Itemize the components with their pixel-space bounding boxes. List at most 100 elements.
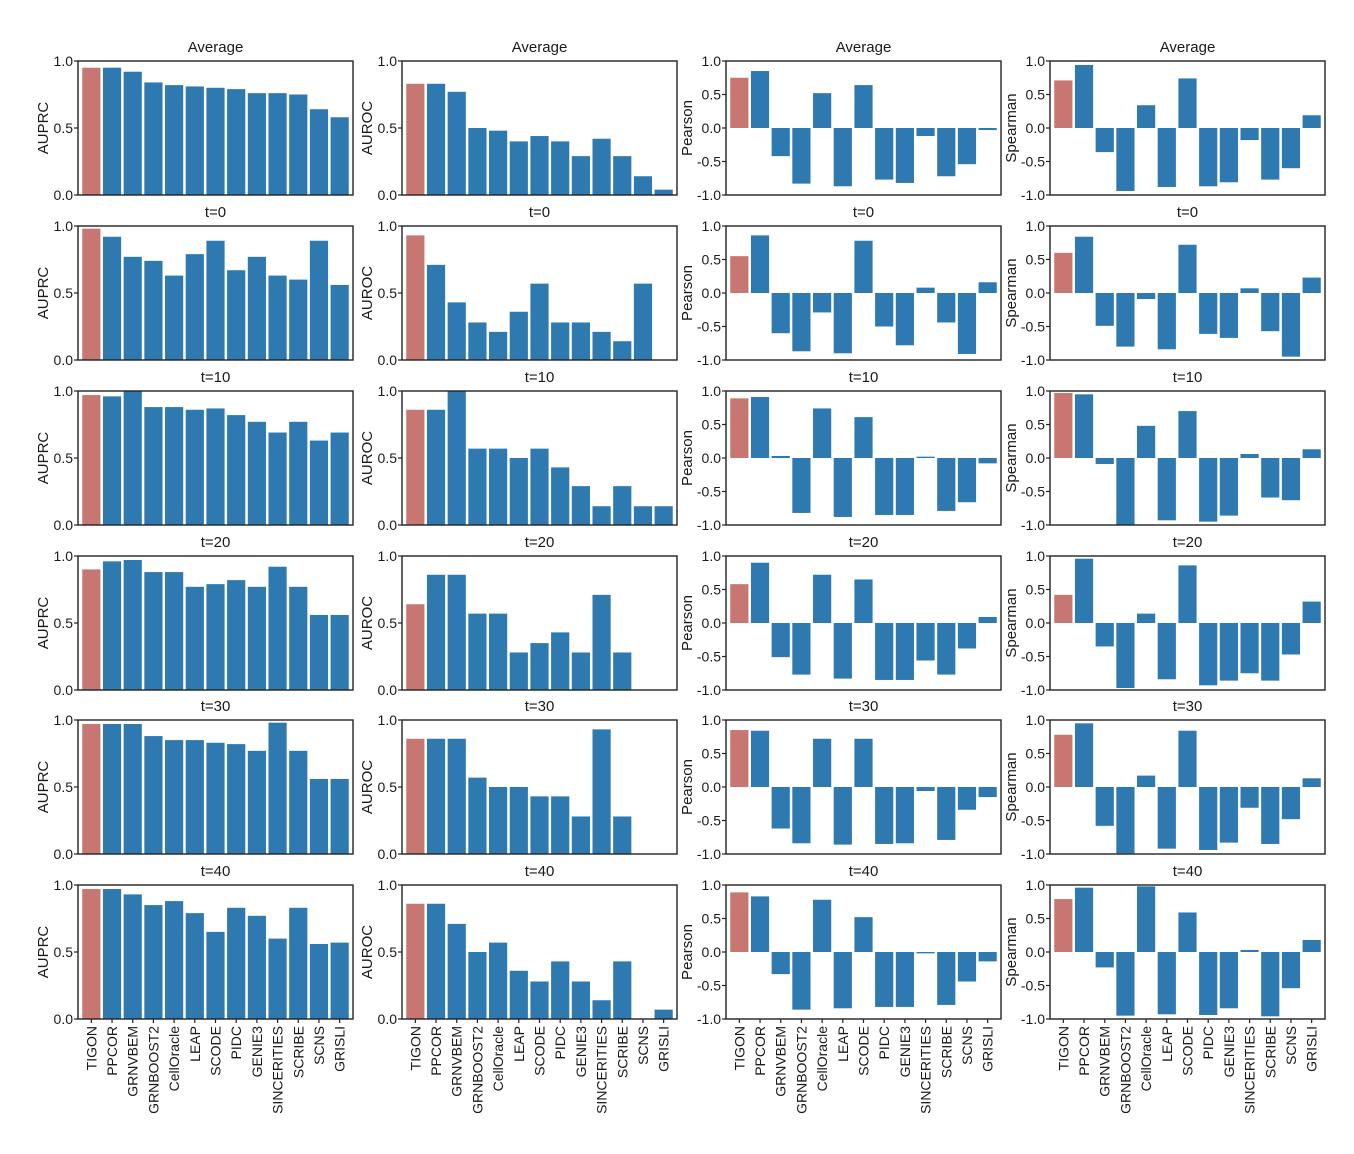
bar-ppcor bbox=[750, 71, 770, 128]
bar-celloracle bbox=[1137, 293, 1156, 300]
y-tick-label: 1.0 bbox=[1026, 218, 1046, 234]
y-axis-label: AUROC bbox=[359, 596, 376, 650]
bar-grnboost2 bbox=[1116, 458, 1135, 525]
bar-scribe bbox=[937, 787, 956, 840]
bar-scode bbox=[854, 917, 873, 952]
bar-tigon bbox=[1054, 734, 1073, 787]
bar-celloracle bbox=[165, 901, 184, 1019]
y-tick-label: 0.5 bbox=[378, 285, 398, 301]
y-tick-label: 0.0 bbox=[702, 615, 722, 631]
panel-title: t=40 bbox=[201, 863, 231, 880]
y-axis-label: Pearson bbox=[679, 100, 696, 156]
bar-grnvbem bbox=[771, 623, 790, 658]
bar-leap bbox=[185, 740, 204, 854]
y-tick-label: -0.5 bbox=[697, 813, 721, 829]
y-tick-label: -0.5 bbox=[1021, 978, 1045, 994]
panel-title: t=20 bbox=[1173, 534, 1203, 551]
bar-genie3 bbox=[571, 486, 590, 525]
bar-grnboost2 bbox=[144, 260, 163, 360]
bar-scns bbox=[309, 109, 329, 195]
bar-sincerities bbox=[1240, 453, 1259, 458]
panel-0-2: Average -1.0 -0.5 0.0 0.5 1.0 Pearson bbox=[679, 39, 1002, 203]
x-tick-label: SCNS bbox=[311, 1026, 327, 1065]
bar-scribe bbox=[289, 907, 308, 1019]
bar-sincerities bbox=[592, 594, 611, 690]
bar-grnboost2 bbox=[468, 613, 487, 690]
x-tick-label: SINCERITIES bbox=[918, 1026, 934, 1114]
x-tick-label: GRNVBEM bbox=[1097, 1026, 1113, 1097]
bar-sincerities bbox=[268, 275, 287, 360]
y-tick-label: 0.5 bbox=[702, 746, 722, 762]
bar-grnboost2 bbox=[144, 572, 163, 690]
y-tick-label: 0.5 bbox=[1026, 582, 1046, 598]
bar-celloracle bbox=[489, 448, 508, 525]
bar-grisli bbox=[654, 1009, 673, 1019]
bar-scribe bbox=[1261, 623, 1280, 681]
y-tick-label: 1.0 bbox=[1026, 548, 1046, 564]
bar-celloracle bbox=[1137, 775, 1156, 787]
y-tick-label: 1.0 bbox=[1026, 53, 1046, 69]
bar-pidc bbox=[875, 128, 894, 180]
bar-leap bbox=[833, 458, 852, 517]
bar-tigon bbox=[730, 730, 749, 787]
bar-leap bbox=[509, 787, 528, 854]
bar-genie3 bbox=[1219, 128, 1238, 183]
bar-grnvbem bbox=[447, 391, 466, 525]
bar-grnvbem bbox=[1095, 952, 1114, 968]
bar-ppcor bbox=[102, 889, 122, 1019]
x-tick-label: GENIE3 bbox=[897, 1026, 913, 1078]
x-tick-label: GRNVBEM bbox=[125, 1026, 141, 1097]
bar-scode bbox=[530, 981, 549, 1019]
bar-grnboost2 bbox=[792, 787, 811, 844]
panel-2-3: t=10 -1.0 -0.5 0.0 0.5 1.0 Spearman bbox=[1003, 369, 1326, 533]
bar-grnboost2 bbox=[468, 952, 487, 1019]
bar-grisli bbox=[330, 117, 349, 195]
y-tick-label: 1.0 bbox=[54, 877, 74, 893]
bar-scode bbox=[854, 738, 873, 787]
panel-0-3: Average -1.0 -0.5 0.0 0.5 1.0 Spearman bbox=[1003, 39, 1326, 203]
bar-grnvbem bbox=[447, 738, 466, 854]
bar-pidc bbox=[551, 796, 570, 854]
bar-pidc bbox=[875, 623, 894, 680]
panel-title: t=40 bbox=[525, 863, 555, 880]
panel-title: t=0 bbox=[1177, 204, 1198, 221]
x-tick-label: SINCERITIES bbox=[1242, 1026, 1258, 1114]
y-tick-label: 0.0 bbox=[1026, 450, 1046, 466]
bar-leap bbox=[509, 311, 528, 360]
bar-scns bbox=[957, 458, 977, 503]
bar-pidc bbox=[551, 632, 570, 690]
bar-celloracle bbox=[813, 738, 832, 787]
bar-pidc bbox=[551, 141, 570, 195]
bar-celloracle bbox=[1137, 425, 1156, 458]
panel-3-3: t=20 -1.0 -0.5 0.0 0.5 1.0 Spearman bbox=[1003, 534, 1326, 698]
x-tick-label: PPCOR bbox=[1076, 1026, 1092, 1076]
y-tick-label: 0.0 bbox=[1026, 615, 1046, 631]
y-tick-label: 1.0 bbox=[378, 548, 398, 564]
bar-scns bbox=[957, 787, 977, 810]
bar-grisli bbox=[330, 942, 349, 1019]
y-tick-label: -0.5 bbox=[697, 978, 721, 994]
bar-grnboost2 bbox=[792, 293, 811, 352]
y-tick-label: 0.0 bbox=[54, 187, 74, 203]
bar-grnvbem bbox=[1095, 293, 1114, 326]
bar-grisli bbox=[978, 787, 997, 798]
y-tick-label: -1.0 bbox=[697, 187, 721, 203]
bar-grnvbem bbox=[123, 560, 142, 690]
panel-title: t=0 bbox=[853, 204, 874, 221]
y-tick-label: 0.5 bbox=[54, 120, 74, 136]
bar-grnboost2 bbox=[1116, 623, 1135, 688]
y-tick-label: 1.0 bbox=[1026, 712, 1046, 728]
bar-grnvbem bbox=[123, 894, 142, 1019]
bar-scns bbox=[957, 623, 977, 649]
bar-grnboost2 bbox=[144, 407, 163, 525]
bar-pidc bbox=[227, 270, 246, 360]
bar-genie3 bbox=[1219, 458, 1238, 516]
y-tick-label: 0.5 bbox=[1026, 911, 1046, 927]
bar-scns bbox=[1281, 128, 1301, 169]
y-tick-label: 1.0 bbox=[54, 712, 74, 728]
bar-leap bbox=[833, 952, 852, 1009]
bar-celloracle bbox=[813, 93, 832, 128]
y-axis-label: Spearman bbox=[1003, 258, 1020, 327]
y-tick-label: 1.0 bbox=[54, 218, 74, 234]
panel-title: t=10 bbox=[525, 369, 555, 386]
